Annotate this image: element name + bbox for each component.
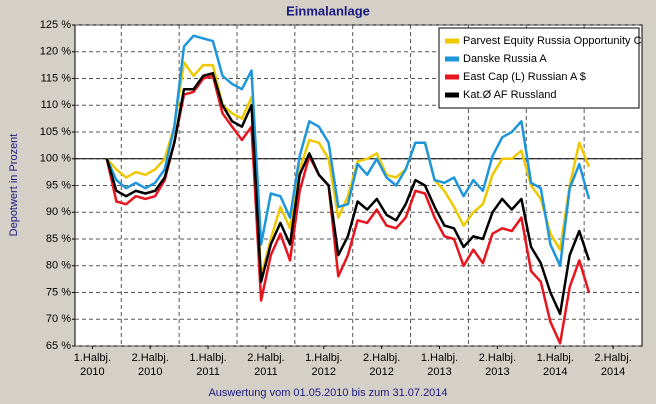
x-tick-label: 2013 <box>485 366 509 378</box>
legend-label: East Cap (L) Russian A $ <box>463 71 586 83</box>
x-tick-label: 2.Halbj. <box>363 352 400 364</box>
x-tick-label: 2011 <box>196 366 220 378</box>
y-tick-label: 70 % <box>46 313 71 325</box>
x-tick-label: 1.Halbj. <box>537 352 574 364</box>
x-tick-label: 1.Halbj. <box>305 352 342 364</box>
series-line <box>105 34 591 268</box>
x-tick-label: 2013 <box>427 366 451 378</box>
series-line <box>105 71 591 316</box>
x-tick-label: 2.Halbj. <box>132 352 169 364</box>
x-tick-label: 2.Halbj. <box>247 352 284 364</box>
y-tick-label: 105 % <box>40 126 71 138</box>
x-tick-label: 1.Halbj. <box>74 352 111 364</box>
series-line <box>105 74 591 345</box>
x-tick-label: 2.Halbj. <box>594 352 631 364</box>
legend-label: Kat.Ø AF Russland <box>463 89 557 101</box>
x-tick-label: 2011 <box>254 366 278 378</box>
y-tick-label: 85 % <box>46 233 71 245</box>
x-tick-label: 2012 <box>312 366 336 378</box>
legend-box <box>438 27 640 109</box>
legend-label: Danske Russia A <box>463 53 547 65</box>
x-tick-label: 2012 <box>369 366 393 378</box>
footer: Auswertung vom 01.05.2010 bis zum 31.07.… <box>208 387 447 399</box>
y-tick-label: 65 % <box>46 340 71 352</box>
chart-title: Einmalanlage <box>286 3 370 18</box>
y-tick-label: 115 % <box>41 72 72 84</box>
x-tick-label: 2010 <box>138 366 162 378</box>
x-tick-label: 1.Halbj. <box>189 352 226 364</box>
y-tick-label: 80 % <box>46 260 71 272</box>
x-tick-label: 2010 <box>80 366 104 378</box>
series-line <box>105 61 591 278</box>
y-tick-label: 110 % <box>41 99 72 111</box>
x-tick-label: 2014 <box>543 366 567 378</box>
x-tick-label: 1.Halbj. <box>421 352 458 364</box>
y-tick-label: 120 % <box>40 46 71 58</box>
y-tick-label: 75 % <box>46 286 71 298</box>
y-tick-label: 125 % <box>40 19 71 31</box>
x-tick-label: 2014 <box>601 366 625 378</box>
legend-label: Parvest Equity Russia Opportunity C <box>463 35 642 47</box>
y-tick-label: 90 % <box>46 206 71 218</box>
y-tick-label: 95 % <box>46 179 71 191</box>
y-tick-label: 100 % <box>40 153 71 165</box>
y-axis-label: Depotwert in Prozent <box>8 134 20 237</box>
x-tick-label: 2.Halbj. <box>479 352 516 364</box>
